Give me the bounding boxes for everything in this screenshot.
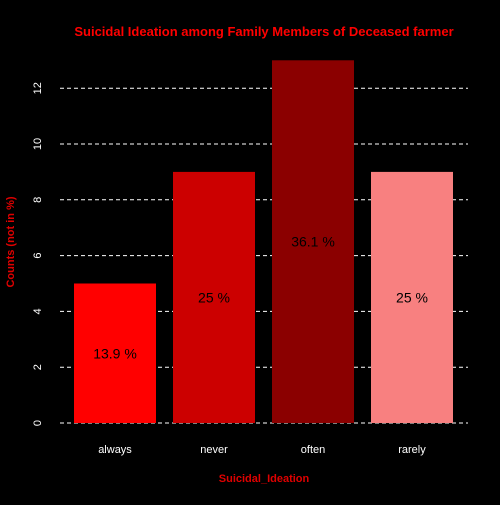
x-axis-label: Suicidal_Ideation	[219, 473, 310, 485]
y-tick-label-2: 2	[32, 364, 44, 370]
x-tick-label-always: always	[98, 444, 132, 456]
y-tick-label-0: 0	[32, 420, 44, 426]
bar-often	[272, 60, 354, 424]
data-label-never: 25 %	[198, 289, 230, 305]
x-tick-labels: always never often rarely	[98, 444, 426, 456]
x-tick-label-rarely: rarely	[398, 444, 426, 456]
y-tick-label-4: 4	[32, 308, 44, 314]
bars	[74, 60, 453, 424]
y-ticks: 0 2 4 6 8 10 12	[32, 82, 44, 426]
data-label-often: 36.1 %	[291, 234, 335, 250]
y-axis-label: Counts (not in %)	[5, 196, 17, 287]
chart-title: Suicidal Ideation among Family Members o…	[74, 24, 453, 39]
y-tick-label-12: 12	[32, 82, 44, 94]
data-label-rarely: 25 %	[396, 289, 428, 305]
bar-never	[173, 171, 255, 423]
x-tick-label-never: never	[200, 444, 228, 456]
data-label-always: 13.9 %	[93, 345, 137, 361]
bar-always	[74, 283, 156, 423]
x-tick-label-often: often	[301, 444, 325, 456]
y-tick-label-10: 10	[32, 138, 44, 150]
y-tick-label-6: 6	[32, 253, 44, 259]
y-tick-label-8: 8	[32, 197, 44, 203]
data-labels: 13.9 % 25 % 36.1 % 25 %	[93, 234, 428, 362]
bar-rarely	[371, 171, 453, 423]
